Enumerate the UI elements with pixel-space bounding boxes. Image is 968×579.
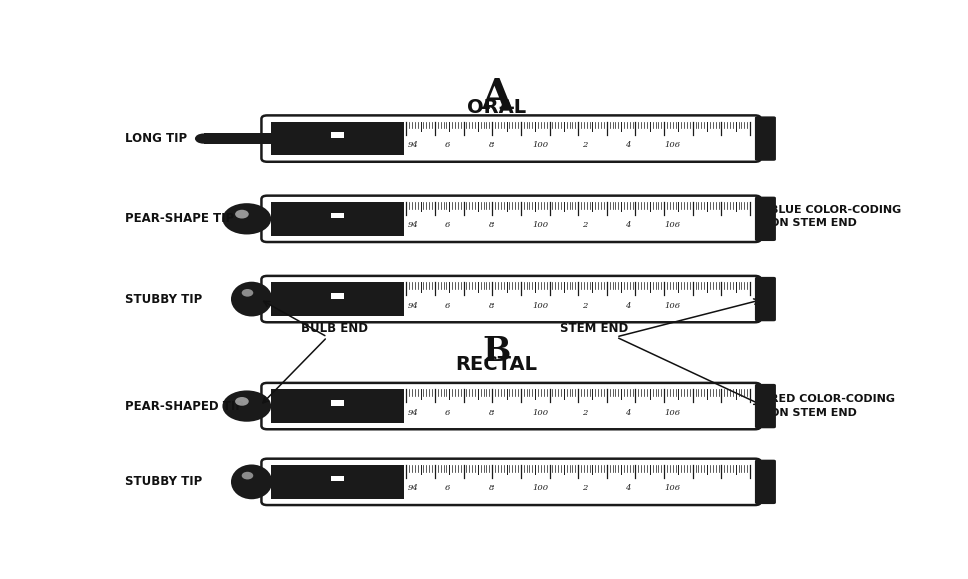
Text: 100: 100 xyxy=(532,302,549,310)
FancyBboxPatch shape xyxy=(755,277,776,321)
Bar xyxy=(271,202,404,236)
Text: BLUE COLOR-CODING
ON STEM END: BLUE COLOR-CODING ON STEM END xyxy=(770,205,901,228)
Text: 94: 94 xyxy=(408,221,419,229)
Text: B: B xyxy=(482,335,510,368)
FancyBboxPatch shape xyxy=(755,197,776,241)
Text: RED COLOR-CODING
ON STEM END: RED COLOR-CODING ON STEM END xyxy=(770,394,895,417)
Text: ORAL: ORAL xyxy=(467,98,526,118)
Ellipse shape xyxy=(242,472,254,479)
Text: 8: 8 xyxy=(489,141,495,149)
Text: 100: 100 xyxy=(532,485,549,492)
Text: 8: 8 xyxy=(489,302,495,310)
Text: 4: 4 xyxy=(625,485,631,492)
Text: 6: 6 xyxy=(445,141,450,149)
FancyBboxPatch shape xyxy=(261,115,761,162)
FancyBboxPatch shape xyxy=(261,196,761,242)
FancyBboxPatch shape xyxy=(755,116,776,161)
Text: 4: 4 xyxy=(625,409,631,416)
Text: 6: 6 xyxy=(445,221,450,229)
Ellipse shape xyxy=(235,210,249,218)
FancyBboxPatch shape xyxy=(755,384,776,428)
Text: 6: 6 xyxy=(445,302,450,310)
FancyBboxPatch shape xyxy=(755,460,776,504)
Text: 94: 94 xyxy=(408,302,419,310)
Bar xyxy=(203,134,271,144)
Text: 94: 94 xyxy=(408,141,419,149)
Bar xyxy=(331,212,345,218)
Text: A: A xyxy=(480,76,512,118)
Text: 106: 106 xyxy=(664,409,681,416)
Ellipse shape xyxy=(235,397,249,406)
Text: 4: 4 xyxy=(625,221,631,229)
Text: 8: 8 xyxy=(489,485,495,492)
Text: 6: 6 xyxy=(445,485,450,492)
Text: 106: 106 xyxy=(664,221,681,229)
Ellipse shape xyxy=(223,390,271,422)
Bar xyxy=(271,283,404,316)
Text: RECTAL: RECTAL xyxy=(455,355,537,374)
Text: 2: 2 xyxy=(582,485,587,492)
Text: 94: 94 xyxy=(408,485,419,492)
Bar xyxy=(271,122,404,155)
Ellipse shape xyxy=(231,282,272,317)
Bar xyxy=(271,390,404,423)
Text: 8: 8 xyxy=(489,409,495,416)
Text: PEAR-SHAPED TIP: PEAR-SHAPED TIP xyxy=(125,400,244,413)
Bar xyxy=(271,465,404,499)
Text: 2: 2 xyxy=(582,221,587,229)
Text: 94: 94 xyxy=(408,409,419,416)
Bar xyxy=(331,475,345,481)
Text: 4: 4 xyxy=(625,141,631,149)
Text: 2: 2 xyxy=(582,141,587,149)
Text: 8: 8 xyxy=(489,221,495,229)
Text: 6: 6 xyxy=(445,409,450,416)
Ellipse shape xyxy=(195,134,212,144)
Text: 106: 106 xyxy=(664,141,681,149)
Ellipse shape xyxy=(242,289,254,296)
Bar xyxy=(331,133,345,138)
Text: 100: 100 xyxy=(532,221,549,229)
Bar xyxy=(331,293,345,299)
Text: LONG TIP: LONG TIP xyxy=(125,132,187,145)
FancyBboxPatch shape xyxy=(261,276,761,323)
Text: 2: 2 xyxy=(582,302,587,310)
Text: 100: 100 xyxy=(532,409,549,416)
Text: STUBBY TIP: STUBBY TIP xyxy=(125,475,202,488)
Bar xyxy=(331,400,345,406)
Text: BULB END: BULB END xyxy=(301,322,368,335)
Text: 4: 4 xyxy=(625,302,631,310)
Ellipse shape xyxy=(223,203,271,234)
Text: 2: 2 xyxy=(582,409,587,416)
Text: 106: 106 xyxy=(664,485,681,492)
Text: STEM END: STEM END xyxy=(560,322,628,335)
Text: PEAR-SHAPE TIP: PEAR-SHAPE TIP xyxy=(125,212,234,225)
FancyBboxPatch shape xyxy=(261,459,761,505)
Ellipse shape xyxy=(231,464,272,499)
Text: STUBBY TIP: STUBBY TIP xyxy=(125,292,202,306)
Text: 106: 106 xyxy=(664,302,681,310)
Text: 100: 100 xyxy=(532,141,549,149)
FancyBboxPatch shape xyxy=(261,383,761,429)
